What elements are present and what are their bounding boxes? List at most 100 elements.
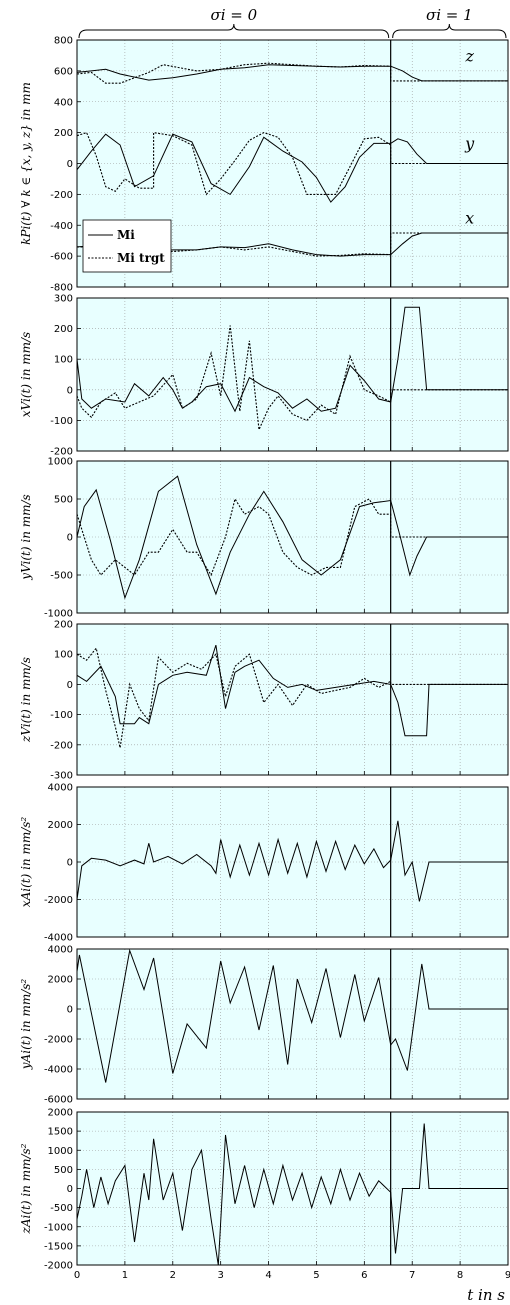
y-tick-label: -2000 <box>44 895 73 906</box>
plot-frame <box>76 623 509 776</box>
regime-header: σi = 0 σi = 1 <box>78 6 507 39</box>
y-tick-label: 0 <box>67 159 73 170</box>
y-tick-label: 0 <box>67 1005 73 1016</box>
y-tick-label: 200 <box>54 620 73 631</box>
x-axis-label: t in s <box>467 1286 505 1304</box>
y-tick-label: -500 <box>50 1203 73 1214</box>
plot-area <box>77 298 508 451</box>
series-line <box>76 62 508 84</box>
x-tick-label: 9 <box>505 1270 510 1281</box>
y-tick-label: 4000 <box>48 783 73 794</box>
y-tick-label: 100 <box>54 650 73 661</box>
series-annotation: z <box>464 47 474 66</box>
panel-5: -4000 -2000 0 2000 4000 xAi(t) in mm/s² <box>19 783 509 944</box>
y-tick-label: 200 <box>54 128 73 139</box>
series-line <box>76 1123 508 1266</box>
x-tick-label: 3 <box>217 1270 223 1281</box>
x-tick-label: 6 <box>361 1270 367 1281</box>
y-tick-label: -100 <box>50 710 73 721</box>
x-tick-label: 8 <box>457 1270 463 1281</box>
plot-frame <box>76 948 509 1100</box>
series-line <box>76 948 508 1083</box>
plot-frame <box>76 39 509 288</box>
y-tick-label: -200 <box>50 740 73 751</box>
y-tick-label: 0 <box>67 1184 73 1195</box>
plot-frame <box>76 1111 509 1266</box>
panel-3: -1000 -500 0 500 1000 yVi(t) in mm/s <box>19 457 509 620</box>
y-tick-label: 0 <box>67 533 73 544</box>
y-tick-label: -4000 <box>44 1065 73 1076</box>
y-tick-label: 0 <box>67 858 73 869</box>
y-tick-label: -2000 <box>44 1261 73 1272</box>
panel-1: -800 -600 -400 -200 0 200 400 600 800 kPi(t) ∀ k … <box>19 36 509 294</box>
y-tick-label: 600 <box>54 66 73 77</box>
series-line <box>76 820 508 902</box>
panel-6: -6000 -4000 -2000 0 2000 4000 yAi(t) in mm/s² <box>19 945 509 1106</box>
series-line <box>76 133 508 203</box>
y-tick-label: -600 <box>50 252 73 263</box>
y-tick-label: 0 <box>67 680 73 691</box>
left-brace <box>78 23 390 39</box>
y-tick-label: 100 <box>54 355 73 366</box>
header-right-label: σi = 1 <box>426 6 473 24</box>
y-tick-label: -200 <box>50 190 73 201</box>
y-tick-label: -400 <box>50 221 73 232</box>
y-tick-label: 2000 <box>48 975 73 986</box>
series-annotation: x <box>465 209 474 228</box>
y-tick-label: 500 <box>54 495 73 506</box>
y-axis-label: xVi(t) in mm/s <box>19 332 33 417</box>
y-tick-label: -2000 <box>44 1035 73 1046</box>
y-tick-label: -500 <box>50 571 73 582</box>
series-line <box>76 306 508 413</box>
y-axis-label: zAi(t) in mm/s² <box>19 1143 33 1234</box>
legend-label: Mi <box>117 228 135 242</box>
y-tick-label: -1000 <box>44 1222 73 1233</box>
y-tick-label: 0 <box>67 385 73 396</box>
panel-2: -200 -100 0 100 200 300 xVi(t) in mm/s <box>19 294 509 458</box>
y-tick-label: 1500 <box>48 1127 73 1138</box>
series-line <box>76 64 508 82</box>
series-line <box>76 131 508 196</box>
y-tick-label: -800 <box>50 283 73 294</box>
right-brace <box>392 23 507 39</box>
x-tick-label: 2 <box>170 1270 176 1281</box>
y-tick-label: -4000 <box>44 933 73 944</box>
series-annotation: y <box>464 134 475 153</box>
y-tick-label: 200 <box>54 324 73 335</box>
legend-label: Mi trgt <box>117 251 165 265</box>
x-tick-label: 1 <box>122 1270 128 1281</box>
y-tick-label: 2000 <box>48 820 73 831</box>
y-tick-label: 800 <box>54 36 73 47</box>
y-tick-label: 2000 <box>48 1108 73 1119</box>
y-axis-label: yVi(t) in mm/s <box>19 494 33 580</box>
x-tick-label: 7 <box>409 1270 415 1281</box>
y-axis-label: kPi(t) ∀ k ∈ {x, y, z} in mm <box>19 82 33 245</box>
header-left-label: σi = 0 <box>210 6 257 24</box>
y-tick-label: -1000 <box>44 609 73 620</box>
y-tick-label: -1500 <box>44 1241 73 1252</box>
series-line <box>76 497 508 577</box>
panel-4: -300 -200 -100 0 100 200 zVi(t) in mm/s <box>19 620 509 782</box>
y-tick-label: 1000 <box>48 1146 73 1157</box>
series-line <box>76 644 508 737</box>
y-tick-label: 500 <box>54 1165 73 1176</box>
x-tick-label: 4 <box>265 1270 271 1281</box>
x-tick-label: 0 <box>74 1270 80 1281</box>
plot-frame <box>76 460 509 614</box>
y-tick-label: 4000 <box>48 945 73 956</box>
y-tick-label: -100 <box>50 416 73 427</box>
y-axis-label: yAi(t) in mm/s² <box>19 979 33 1071</box>
y-tick-label: 400 <box>54 97 73 108</box>
x-tick-label: 5 <box>313 1270 319 1281</box>
y-tick-label: -200 <box>50 447 73 458</box>
y-axis-label: zVi(t) in mm/s <box>19 657 33 743</box>
y-tick-label: 1000 <box>48 457 73 468</box>
y-tick-label: 300 <box>54 294 73 305</box>
series-line <box>76 325 508 432</box>
y-axis-label: xAi(t) in mm/s² <box>19 817 33 908</box>
y-tick-label: -300 <box>50 771 73 782</box>
plot-frame <box>76 297 509 452</box>
legend-box <box>82 219 172 273</box>
